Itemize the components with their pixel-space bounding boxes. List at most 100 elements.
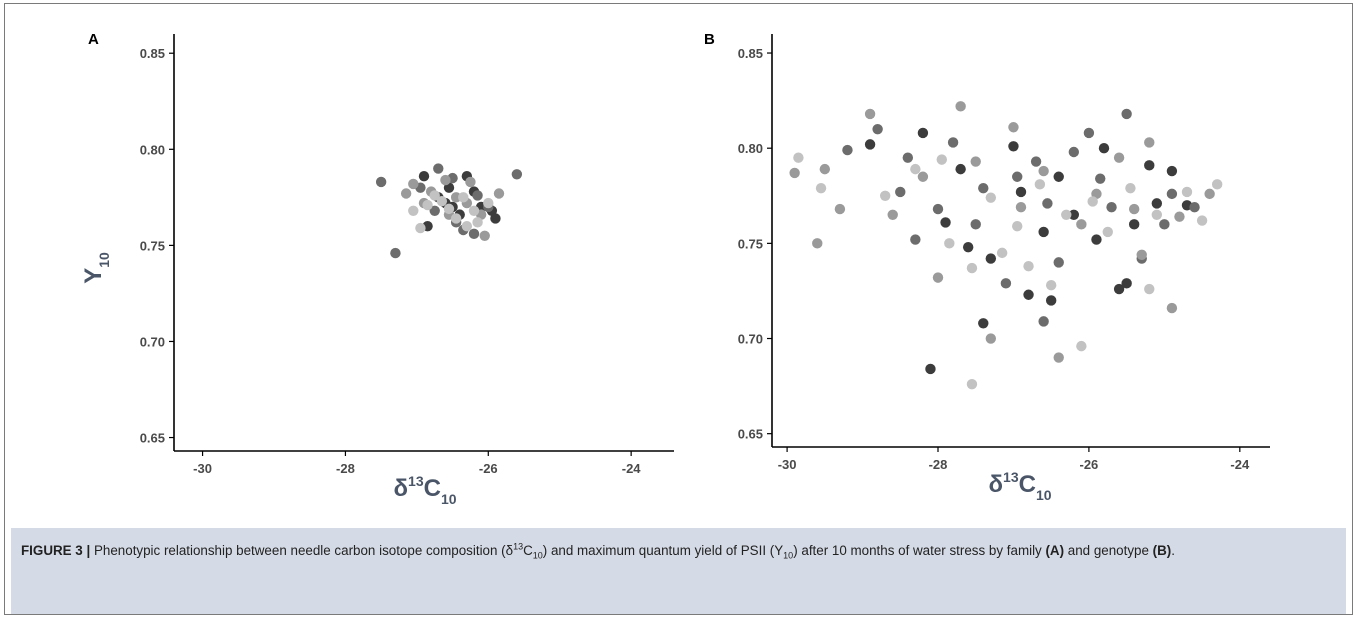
panel-a-data-point <box>472 217 483 228</box>
caption-text-1: Phenotypic relationship between needle c… <box>93 543 514 558</box>
panel-b-data-point <box>970 156 981 167</box>
panel-b-data-point <box>1068 146 1080 158</box>
panel-b-xlabel-sub: 10 <box>1036 487 1052 503</box>
panel-b-data-point <box>1038 165 1049 177</box>
panel-a-plot-area: 0.65 0.70 0.75 0.80 0.85 -30 -28 -26 -24 <box>140 34 674 476</box>
caption-text-2: C <box>523 543 533 558</box>
panel-b-data-point <box>1144 283 1155 295</box>
panel-a-data-point <box>458 192 469 203</box>
panel-a-data-point <box>468 228 480 240</box>
panel-a-data-point <box>436 195 448 207</box>
panel-a-xlabel-delta: δ <box>393 475 408 502</box>
caption-text-5: and genotype <box>1064 543 1153 558</box>
panel-b-data-point <box>1151 209 1163 221</box>
panel-b-label: B <box>704 31 715 48</box>
panel-b-y-tick-label: 0.70 <box>738 332 763 347</box>
panel-b-data-point <box>887 209 898 221</box>
panel-b-data-point <box>1113 283 1125 295</box>
panel-b-data-point <box>1159 219 1170 230</box>
panel-b-data-point <box>1038 316 1049 327</box>
panel-b-data-point <box>1128 203 1140 215</box>
panel-b-data-point <box>864 108 876 120</box>
panel-a-data-point <box>422 199 433 211</box>
panel-b-data-point <box>1076 219 1087 230</box>
panel-a-x-tick-label: -24 <box>622 461 642 476</box>
panel-b-y-tick-label: 0.85 <box>738 46 763 61</box>
panel-b-data-point <box>1083 127 1095 139</box>
panel-b-data-point <box>1034 179 1046 190</box>
panel-b-data-point <box>834 203 846 215</box>
panel-b-data-point <box>1023 289 1034 300</box>
panel-b-data-point <box>1068 209 1080 221</box>
panel-b-x-tick-label: -24 <box>1230 457 1250 472</box>
panel-b-data-point <box>917 127 929 139</box>
panel-a-label: A <box>88 31 99 48</box>
panel-b-data-point <box>932 272 944 283</box>
panel-a-data-point <box>408 205 419 216</box>
panel-a-data-point <box>472 190 483 201</box>
panel-b-data-point <box>1042 198 1053 209</box>
panel-b-xlabel-c: C <box>1019 471 1036 498</box>
panel-b-data-point <box>819 163 831 175</box>
panel-b-data-point <box>978 318 989 329</box>
panel-b-data-point <box>962 241 974 253</box>
panel-a-xlabel-sub: 10 <box>441 491 457 507</box>
panel-b-data-point <box>932 203 944 215</box>
panel-b-data-point <box>955 101 966 112</box>
panel-b-data-point <box>955 163 966 175</box>
panel-b-data-point <box>1144 137 1155 148</box>
panel-b-y-tick-label: 0.65 <box>738 427 763 442</box>
panel-b-data-point <box>793 152 804 163</box>
panel-b-data-point <box>1151 198 1163 209</box>
panel-b-data-point <box>1125 182 1136 194</box>
panel-b-plot-area: 0.65 0.70 0.75 0.80 0.85 -30 -28 -26 -24 <box>738 34 1270 472</box>
panel-b-data-point <box>1053 257 1064 268</box>
panel-b-data-point <box>970 219 981 230</box>
panel-b-data-point <box>917 171 929 182</box>
panel-a-data-point <box>418 171 430 182</box>
panel-b-data-point <box>1196 215 1208 226</box>
panel-b-data-point <box>1053 352 1064 363</box>
panel-a-data-point <box>468 205 480 216</box>
panel-b-data-point <box>1000 278 1012 289</box>
panel-a-data-point <box>433 163 444 174</box>
panel-b-data-point <box>947 137 959 148</box>
panel-a-ylabel-sub: 10 <box>96 252 112 268</box>
panel-b-data-point <box>1181 186 1193 198</box>
caption-label: FIGURE 3 | <box>21 543 91 558</box>
panel-b-data-point <box>1189 201 1200 213</box>
panel-a-data-point <box>375 176 387 188</box>
panel-b-data-point <box>1008 122 1019 133</box>
panel-b-data-point <box>1166 188 1178 200</box>
panel-a-data-point <box>493 188 505 199</box>
caption-sup-1: 13 <box>513 541 524 552</box>
panel-b-data-point <box>1076 340 1087 352</box>
panel-b-data-point <box>812 238 823 249</box>
panel-b-data-point <box>940 217 951 228</box>
panel-b-data-point <box>1136 249 1147 260</box>
panel-a-x-axis-title: δ13C10 <box>393 473 456 507</box>
panel-b-data-point <box>1106 201 1117 213</box>
panel-a-data-point <box>465 176 476 188</box>
panel-a-data-point <box>511 169 523 180</box>
panel-b-data-point <box>864 139 876 150</box>
panel-b-data-point <box>925 363 936 375</box>
panel-a-data-point <box>450 213 462 224</box>
panel-b-data-point <box>1023 260 1034 272</box>
panel-b-data-point <box>1121 108 1132 120</box>
panel-a-y-tick-label: 0.75 <box>140 238 165 253</box>
panel-b-data-point <box>1012 171 1023 182</box>
caption-ref-a: (A) <box>1045 543 1065 558</box>
panel-b-xlabel-delta: δ <box>988 471 1003 498</box>
panel-b-data-point <box>1128 219 1140 230</box>
panel-b-data-point <box>1038 226 1049 238</box>
panel-b-data-point <box>1144 160 1155 171</box>
figure-frame <box>4 3 1353 615</box>
panel-a-y-tick-label: 0.85 <box>140 46 165 61</box>
panel-b-data-point <box>872 123 883 135</box>
panel-b-x-tick-label: -26 <box>1080 457 1099 472</box>
panel-b-data-point <box>1091 234 1102 245</box>
panel-b-data-point <box>1030 156 1042 167</box>
panel-b-data-point <box>1095 173 1106 184</box>
